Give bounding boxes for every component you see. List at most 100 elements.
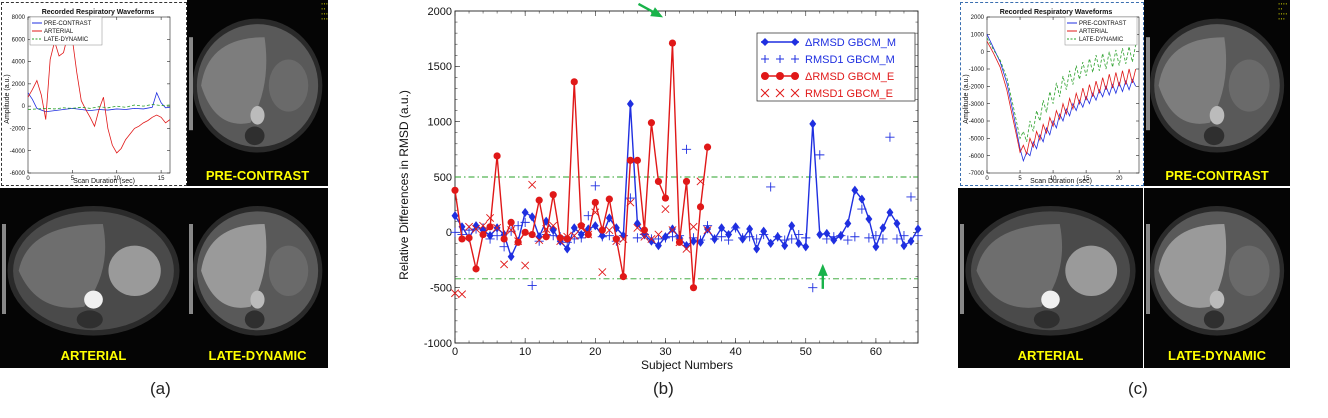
data-point [534, 236, 544, 246]
intensity-bar [189, 224, 193, 314]
x-tick-label: 0 [985, 176, 989, 182]
data-point [675, 238, 684, 247]
series-pre-contrast [27, 91, 171, 113]
waveform-xlabel-a: Scan Duration (sec) [73, 178, 135, 185]
data-point [528, 180, 537, 189]
intensity-bar [2, 224, 6, 314]
data-point [591, 198, 599, 207]
mri-scan-image [1146, 206, 1285, 336]
series-line [986, 37, 1137, 142]
legend-arterial-c: ARTERIAL [1079, 29, 1109, 35]
aorta [250, 106, 265, 125]
data-point [626, 198, 635, 207]
data-point [451, 289, 459, 298]
y-tick-label: -4000 [969, 119, 985, 125]
waveform-chart-c: Recorded Respiratory Waveforms Scan Dura… [963, 9, 1140, 185]
data-point [906, 192, 916, 202]
stomach [1065, 245, 1118, 296]
y-tick-label: -1000 [424, 338, 452, 350]
spine [244, 310, 265, 329]
x-tick-label: 10 [1050, 176, 1057, 182]
data-point [731, 223, 741, 233]
data-point [795, 238, 803, 248]
series-line [986, 41, 1137, 156]
mri-label-pre-contrast-a: PRE-CONTRAST [205, 168, 310, 183]
stomach [1228, 245, 1270, 296]
mri-label-arterial-a: ARTERIAL [60, 348, 127, 363]
data-point [844, 218, 852, 229]
data-point [542, 225, 551, 234]
data-point [661, 205, 670, 214]
data-point [716, 232, 727, 242]
data-point [556, 234, 564, 242]
liver [201, 224, 267, 308]
data-point [486, 223, 494, 231]
rmsd-chart: Relative Differences in RMSD (a.u.) Subj… [397, 2, 923, 372]
x-tick-label: 20 [589, 346, 601, 358]
data-point [667, 232, 678, 242]
data-point [843, 235, 853, 245]
data-point [885, 132, 895, 142]
mri-late-dynamic-c: LATE-DYNAMIC [1144, 188, 1290, 368]
aorta [1209, 290, 1225, 309]
x-tick-label: 15 [1083, 176, 1090, 182]
data-point [548, 231, 558, 241]
series-late-dynamic [986, 37, 1137, 142]
data-point [661, 194, 670, 202]
data-point [465, 222, 474, 231]
data-point [570, 223, 578, 233]
data-point [542, 233, 550, 241]
x-tick-label: 15 [158, 176, 165, 182]
data-point [836, 231, 846, 241]
data-point [619, 273, 627, 281]
panel-c-waveform-plot: Recorded Respiratory Waveforms Scan Dura… [960, 2, 1144, 186]
data-point [780, 235, 790, 245]
intensity-bar [1146, 37, 1150, 131]
data-point [809, 119, 817, 129]
x-tick-label: 40 [729, 346, 741, 358]
stomach [268, 59, 309, 112]
stomach [1228, 59, 1270, 112]
x-tick-label: 20 [1116, 176, 1123, 182]
mri-label-late-dynamic-c: LATE-DYNAMIC [1168, 348, 1266, 363]
mri-scan-image [1146, 18, 1285, 153]
data-point [738, 233, 748, 243]
legend-arterial-a: ARTERIAL [44, 29, 74, 35]
data-point [878, 234, 888, 244]
waveform-xlabel-c: Scan Duration (sec) [1030, 178, 1092, 185]
y-tick-label: 0 [981, 50, 985, 56]
rmsd-ylabel: Relative Differences in RMSD (a.u.) [397, 90, 411, 280]
data-point [858, 194, 866, 204]
y-tick-label: -6000 [10, 171, 26, 177]
data-point [647, 234, 656, 243]
stomach [108, 245, 161, 296]
data-point [647, 119, 656, 127]
liver [1158, 37, 1227, 124]
data-point [612, 235, 620, 243]
data-point [604, 231, 614, 241]
data-point [702, 221, 713, 231]
data-point [892, 234, 902, 244]
data-point [746, 224, 754, 234]
data-point [766, 182, 776, 192]
mri-arterial-a: ARTERIAL [0, 188, 187, 368]
x-tick-label: 50 [800, 346, 812, 358]
x-tick-label: 30 [659, 346, 671, 358]
data-point [598, 226, 606, 234]
y-tick-label: 0 [446, 227, 452, 239]
liver [18, 224, 106, 308]
spine [1033, 310, 1060, 329]
y-tick-label: 500 [434, 172, 452, 184]
data-point [605, 195, 613, 203]
data-point [458, 235, 466, 243]
x-tick-label: 5 [1018, 176, 1022, 182]
data-point [808, 283, 818, 293]
data-point [850, 232, 860, 242]
data-point [563, 244, 571, 254]
data-point [590, 181, 600, 191]
series-line [27, 104, 171, 110]
data-point [549, 191, 557, 199]
data-point [598, 268, 607, 277]
data-point [632, 233, 642, 243]
series-late-dynamic [27, 104, 171, 110]
